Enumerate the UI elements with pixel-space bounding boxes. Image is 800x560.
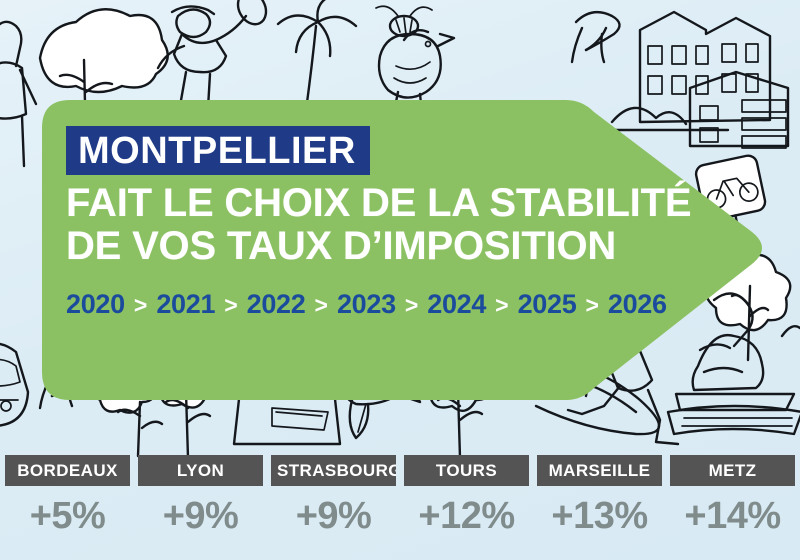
year-2022: 2022 [246,288,306,319]
year-2025: 2025 [517,288,577,319]
city-card: STRASBOURG +9% [267,455,400,538]
year-separator-icon: > [224,291,238,318]
city-card: MARSEILLE +13% [533,455,666,538]
year-2026: 2026 [607,288,667,319]
banner-content: MONTPELLIER FAIT LE CHOIX DE LA STABILIT… [66,126,746,320]
city-tax-increase-value: +14% [684,495,781,537]
city-badge-label: MONTPELLIER [78,130,356,172]
city-tax-increase-value: +5% [29,495,106,537]
city-card: LYON +9% [134,455,267,538]
city-card: BORDEAUX +5% [1,455,134,538]
headline-line-1: FAIT LE CHOIX DE LA STABILITÉ [66,181,692,226]
year-separator-icon: > [133,291,148,318]
city-badge: MONTPELLIER [66,126,370,176]
city-card: TOURS +12% [400,455,533,538]
headline-line-2: DE VOS TAUX D’IMPOSITION [66,224,617,269]
year-separator-icon: > [314,291,328,318]
year-2020: 2020 [66,288,125,319]
city-name-badge: TOURS [404,455,529,486]
city-name-badge: STRASBOURG [271,455,396,486]
year-separator-icon: > [585,291,599,318]
city-tax-increase-value: +12% [418,495,515,537]
city-name-badge: MARSEILLE [537,455,662,486]
city-comparison-strip: BORDEAUX +5% LYON +9% STRASBOURG +9% TOURS +12%… [0,455,800,560]
year-separator-icon: > [404,291,419,318]
city-name-badge: BORDEAUX [5,455,130,486]
year-2021: 2021 [156,288,216,319]
city-name-badge: METZ [670,455,795,486]
year-sequence: 2020 >2021 >2022 >2023 >2024 >2025 >2026 [66,289,746,320]
city-card: METZ +14% [666,455,799,538]
year-2023: 2023 [336,288,396,319]
year-separator-icon: > [495,291,509,318]
city-tax-increase-value: +9% [295,495,372,537]
city-tax-increase-value: +13% [551,495,648,537]
city-tax-increase-value: +9% [162,495,239,537]
city-name-badge: LYON [138,455,263,486]
year-2024: 2024 [427,288,487,319]
